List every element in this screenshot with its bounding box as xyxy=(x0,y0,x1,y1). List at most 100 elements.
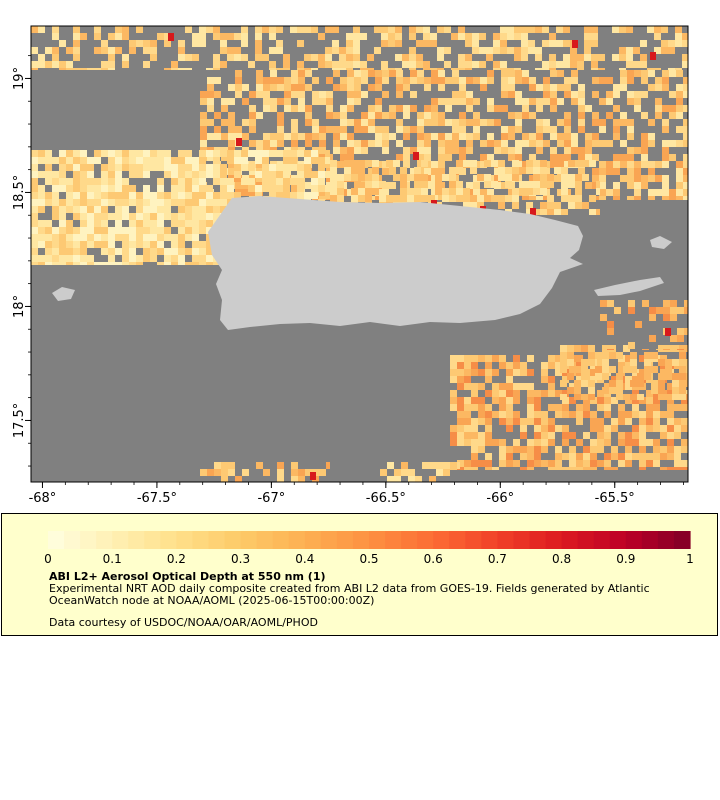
aod-cell xyxy=(682,33,688,40)
aod-cell xyxy=(584,40,591,47)
aod-cell xyxy=(409,68,416,70)
aod-cell xyxy=(242,182,249,189)
aod-cell xyxy=(466,91,473,98)
aod-cell xyxy=(375,126,382,133)
aod-cell xyxy=(471,390,478,397)
aod-cell xyxy=(466,133,473,140)
aod-cell xyxy=(255,40,262,47)
aod-cell xyxy=(450,462,457,469)
aod-cell xyxy=(353,40,360,47)
aod-cell xyxy=(375,105,382,112)
aod-cell xyxy=(421,188,428,195)
aod-cell xyxy=(670,300,677,307)
aod-cell xyxy=(221,476,228,482)
aod-cell xyxy=(487,133,494,140)
aod-cell xyxy=(228,98,235,105)
aod-cell xyxy=(228,84,235,91)
aod-cell xyxy=(108,54,115,61)
aod-cell xyxy=(59,164,66,171)
aod-cell xyxy=(583,460,590,467)
aod-cell xyxy=(667,397,674,404)
aod-cell xyxy=(620,140,627,147)
aod-cell xyxy=(653,397,660,404)
mona-land xyxy=(52,287,75,301)
aod-cell xyxy=(381,40,388,47)
aod-cell xyxy=(522,105,529,112)
aerosol-field xyxy=(31,26,688,482)
aod-cell xyxy=(506,397,513,404)
aod-cell xyxy=(561,195,568,202)
aod-cell xyxy=(337,195,344,202)
aod-cell xyxy=(80,33,87,40)
aod-cell xyxy=(108,47,115,54)
aod-cell xyxy=(683,105,688,112)
aod-cell xyxy=(192,227,199,234)
aod-cell xyxy=(547,174,554,181)
aod-cell xyxy=(270,140,277,147)
aod-cell xyxy=(591,54,598,61)
aod-cell xyxy=(658,359,665,366)
aod-cell xyxy=(382,147,389,154)
aod-cell xyxy=(590,418,597,425)
aod-cell xyxy=(613,119,620,126)
aod-cell xyxy=(284,91,291,98)
aod-cell xyxy=(206,241,213,248)
aod-cell xyxy=(677,307,684,314)
aod-cell xyxy=(283,150,290,157)
aod-cell xyxy=(620,119,627,126)
aod-cell xyxy=(101,213,108,220)
aod-cell xyxy=(122,199,129,206)
aod-cell xyxy=(129,262,136,265)
legend-description: Experimental NRT AOD daily composite cre… xyxy=(49,582,650,607)
aod-cell xyxy=(178,213,185,220)
aod-cell xyxy=(602,359,609,366)
aod-cell xyxy=(417,77,424,84)
aod-cell xyxy=(87,262,94,265)
aod-cell xyxy=(655,112,662,119)
aod-cell xyxy=(649,335,656,342)
aod-cell xyxy=(485,425,492,432)
aod-cell xyxy=(80,234,87,241)
aod-cell xyxy=(241,54,248,61)
aod-cell xyxy=(534,460,541,467)
aod-cell xyxy=(276,164,283,171)
aod-cell xyxy=(431,161,438,168)
aod-cell xyxy=(450,362,457,369)
aod-cell xyxy=(410,168,417,175)
aod-cell xyxy=(569,432,576,439)
aod-cell xyxy=(171,61,178,68)
aod-cell xyxy=(115,157,122,164)
aod-cell xyxy=(269,47,276,54)
aod-cell xyxy=(484,174,491,181)
aod-cell xyxy=(640,61,647,68)
aod-cell xyxy=(256,140,263,147)
aod-cell xyxy=(662,189,669,196)
aod-cell xyxy=(143,171,150,178)
aod-cell xyxy=(263,98,270,105)
aod-cell xyxy=(520,418,527,425)
aod-cell xyxy=(557,84,564,91)
aod-cell xyxy=(683,133,688,140)
aod-cell xyxy=(122,178,129,185)
aod-cell xyxy=(340,161,347,168)
aod-cell xyxy=(396,154,403,161)
aod-cell xyxy=(459,147,466,154)
aod-cell xyxy=(389,112,396,119)
aod-cell xyxy=(555,404,562,411)
aod-cell xyxy=(684,328,688,335)
aod-cell xyxy=(550,70,557,77)
aod-cell xyxy=(647,26,654,33)
aod-cell xyxy=(164,248,171,255)
aod-cell xyxy=(660,446,667,453)
colorbar-swatch xyxy=(336,531,354,549)
aod-cell xyxy=(639,453,646,460)
aod-cell xyxy=(171,164,178,171)
aod-cell xyxy=(463,195,470,202)
aod-cell xyxy=(506,362,513,369)
aod-cell xyxy=(639,411,646,418)
aod-cell xyxy=(52,199,59,206)
aod-cell xyxy=(143,157,150,164)
aod-cell xyxy=(136,213,143,220)
aod-cell xyxy=(365,188,372,195)
aod-cell xyxy=(318,164,325,171)
